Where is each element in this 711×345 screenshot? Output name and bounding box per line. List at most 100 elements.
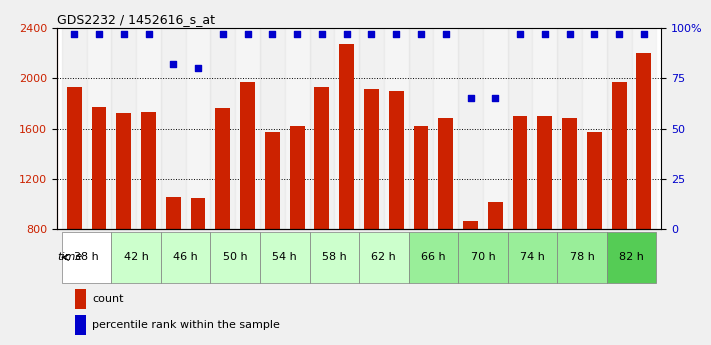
Point	[638, 31, 650, 37]
Text: 42 h: 42 h	[124, 253, 149, 262]
Point	[217, 31, 228, 37]
Point	[390, 31, 402, 37]
Bar	[62, 28, 87, 229]
Bar	[636, 53, 651, 229]
Bar	[533, 28, 557, 229]
Point	[465, 96, 476, 101]
Bar	[458, 232, 508, 283]
Text: count: count	[92, 294, 124, 304]
Bar	[75, 315, 86, 335]
Bar	[488, 202, 503, 229]
Bar	[117, 114, 132, 229]
Bar	[62, 232, 112, 283]
Bar	[409, 28, 434, 229]
Text: 50 h: 50 h	[223, 253, 247, 262]
Bar	[611, 82, 626, 229]
Point	[614, 31, 625, 37]
Bar	[240, 82, 255, 229]
Bar	[215, 108, 230, 229]
Bar	[309, 28, 334, 229]
Bar	[483, 28, 508, 229]
Point	[490, 96, 501, 101]
Text: 66 h: 66 h	[421, 253, 446, 262]
Point	[267, 31, 278, 37]
Bar	[359, 28, 384, 229]
Bar	[75, 289, 86, 309]
Bar	[458, 28, 483, 229]
Point	[316, 31, 328, 37]
Bar	[67, 87, 82, 229]
Point	[589, 31, 600, 37]
Bar	[582, 28, 606, 229]
Point	[564, 31, 575, 37]
Text: GDS2232 / 1452616_s_at: GDS2232 / 1452616_s_at	[57, 13, 215, 27]
Bar	[92, 107, 107, 229]
Point	[415, 31, 427, 37]
Text: 82 h: 82 h	[619, 253, 644, 262]
Bar	[260, 232, 309, 283]
Bar	[289, 126, 304, 229]
Bar	[513, 116, 528, 229]
Bar	[557, 28, 582, 229]
Point	[292, 31, 303, 37]
Point	[365, 31, 377, 37]
Bar	[414, 126, 429, 229]
Point	[514, 31, 525, 37]
Text: 74 h: 74 h	[520, 253, 545, 262]
Bar	[112, 28, 136, 229]
Bar	[87, 28, 112, 229]
Text: 54 h: 54 h	[272, 253, 297, 262]
Point	[168, 61, 179, 67]
Bar	[265, 132, 280, 229]
Bar	[112, 232, 161, 283]
Point	[143, 31, 154, 37]
Point	[341, 31, 353, 37]
Point	[93, 31, 105, 37]
Point	[193, 65, 204, 71]
Bar	[191, 198, 205, 229]
Bar	[438, 118, 453, 229]
Bar	[161, 28, 186, 229]
Bar	[463, 220, 478, 229]
Bar	[339, 44, 354, 229]
Point	[440, 31, 451, 37]
Bar	[235, 28, 260, 229]
Bar	[314, 87, 329, 229]
Point	[242, 31, 253, 37]
Bar	[557, 232, 606, 283]
Bar	[141, 112, 156, 229]
Bar	[384, 28, 409, 229]
Bar	[562, 118, 577, 229]
Text: 62 h: 62 h	[371, 253, 396, 262]
Bar	[359, 232, 409, 283]
Bar	[409, 232, 458, 283]
Bar	[210, 232, 260, 283]
Bar	[284, 28, 309, 229]
Point	[68, 31, 80, 37]
Bar	[508, 232, 557, 283]
Bar	[309, 232, 359, 283]
Text: percentile rank within the sample: percentile rank within the sample	[92, 321, 280, 331]
Bar	[587, 132, 602, 229]
Bar	[334, 28, 359, 229]
Bar	[260, 28, 284, 229]
Bar	[508, 28, 533, 229]
Bar	[538, 116, 552, 229]
Text: 70 h: 70 h	[471, 253, 496, 262]
Text: 58 h: 58 h	[322, 253, 347, 262]
Bar	[136, 28, 161, 229]
Bar	[210, 28, 235, 229]
Text: 78 h: 78 h	[570, 253, 594, 262]
Bar	[166, 197, 181, 229]
Point	[118, 31, 129, 37]
Point	[539, 31, 550, 37]
Bar	[606, 232, 656, 283]
Bar	[434, 28, 458, 229]
Text: time: time	[58, 253, 82, 262]
Bar	[186, 28, 210, 229]
Bar	[606, 28, 631, 229]
Text: 38 h: 38 h	[74, 253, 99, 262]
Bar	[161, 232, 210, 283]
Bar	[364, 89, 379, 229]
Bar	[631, 28, 656, 229]
